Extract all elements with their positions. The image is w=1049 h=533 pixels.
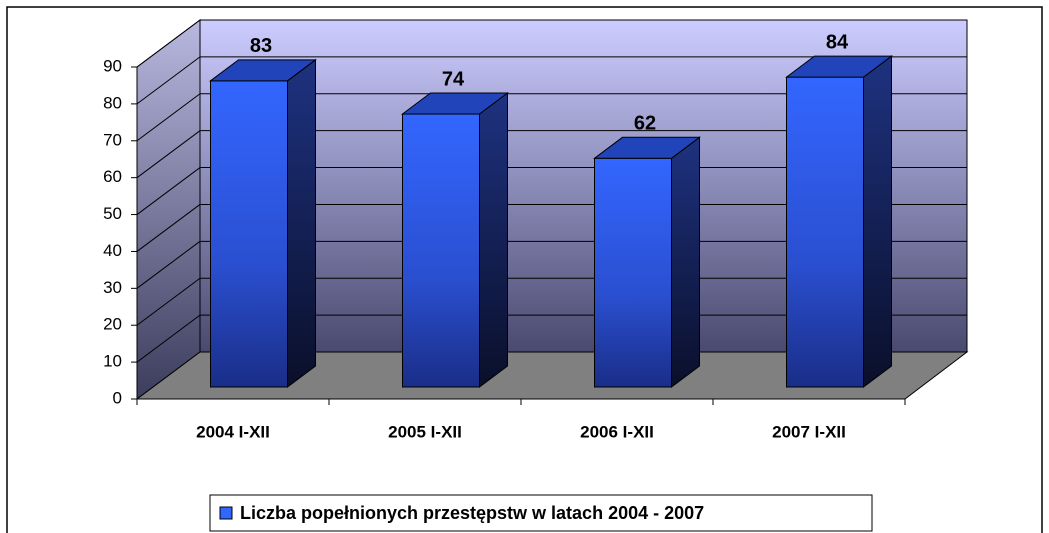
grid-line bbox=[136, 167, 201, 215]
value-label: 74 bbox=[442, 68, 465, 90]
x-tick-label: 2006 I-XII bbox=[580, 422, 654, 441]
grid-line bbox=[136, 130, 201, 179]
legend-label: Liczba popełnionych przestępstw w latach… bbox=[240, 503, 704, 523]
value-label: 83 bbox=[250, 35, 272, 57]
grid-line bbox=[136, 56, 201, 105]
y-tick-label: 50 bbox=[103, 204, 122, 223]
bar bbox=[593, 136, 701, 388]
bar bbox=[401, 92, 509, 388]
bar-front bbox=[210, 80, 288, 388]
y-tick-label: 10 bbox=[103, 352, 122, 371]
side-wall bbox=[136, 19, 201, 400]
bar bbox=[208, 58, 318, 388]
legend-swatch bbox=[219, 506, 233, 520]
grid-line bbox=[136, 19, 201, 68]
bar-side bbox=[479, 92, 508, 388]
grid-line bbox=[136, 277, 201, 326]
grid-line bbox=[136, 93, 201, 142]
bar-top bbox=[401, 92, 509, 115]
y-tick-label: 70 bbox=[103, 130, 122, 149]
y-tick-label: 0 bbox=[113, 388, 122, 407]
chart-border bbox=[6, 6, 1043, 533]
bar bbox=[784, 55, 894, 388]
bar-side bbox=[863, 55, 892, 388]
bar-side bbox=[671, 136, 700, 388]
bar-top bbox=[784, 55, 894, 78]
y-tick-label: 60 bbox=[103, 167, 122, 186]
x-tick-label: 2004 I-XII bbox=[196, 422, 270, 441]
y-tick-label: 20 bbox=[103, 315, 122, 334]
value-label: 84 bbox=[826, 31, 849, 53]
x-tick-label: 2005 I-XII bbox=[388, 422, 462, 441]
bar-top bbox=[208, 59, 318, 82]
grid-line bbox=[136, 240, 201, 289]
y-tick-label: 30 bbox=[103, 278, 122, 297]
grid-line bbox=[136, 204, 201, 252]
value-label: 62 bbox=[634, 113, 656, 135]
bar-front bbox=[594, 157, 672, 388]
bar-side bbox=[287, 58, 316, 388]
y-tick-label: 90 bbox=[103, 56, 122, 75]
grid-line bbox=[136, 314, 201, 363]
y-tick-label: 40 bbox=[103, 241, 122, 260]
bar-top bbox=[593, 136, 701, 159]
x-tick-label: 2007 I-XII bbox=[772, 422, 846, 441]
bar-front bbox=[402, 113, 480, 388]
y-tick-label: 80 bbox=[103, 93, 122, 112]
legend bbox=[209, 494, 873, 532]
bar-front bbox=[786, 76, 864, 388]
